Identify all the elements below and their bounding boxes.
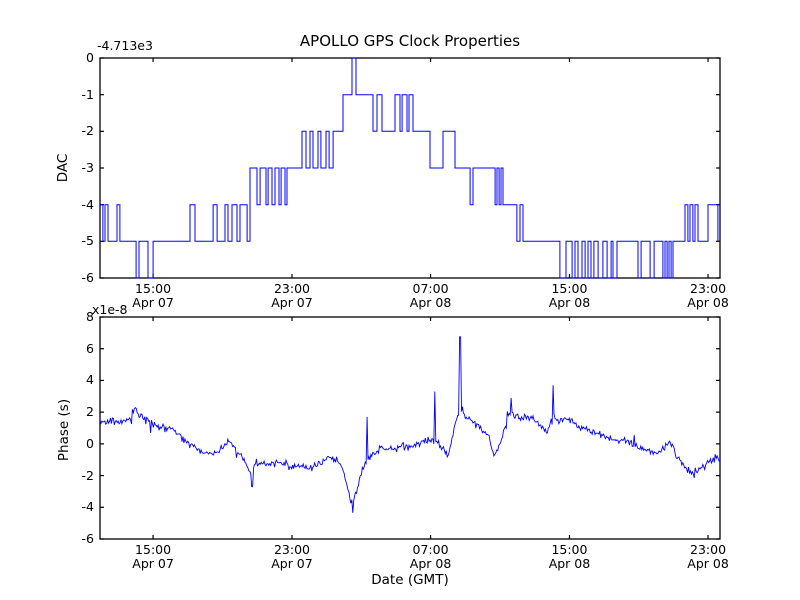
phase-y-tick-label: 0 [86,435,94,451]
x-tick-label: 15:00 Apr 08 [527,282,611,310]
phase-trace [99,336,721,513]
phase-y-tick-label: 2 [86,404,94,420]
x-tick-label: 23:00 Apr 07 [250,543,334,571]
x-axis-label: Date (GMT) [371,572,449,588]
phase-y-tick-label: 6 [86,340,94,356]
x-tick-date: Apr 08 [548,295,591,310]
phase-axes-frame [99,316,721,540]
dac-axis-offset-text: -4.713e3 [97,38,153,53]
x-tick-time: 23:00 [273,542,310,557]
x-tick-label: 15:00 Apr 07 [111,282,195,310]
x-tick-date: Apr 07 [132,556,174,571]
phase-y-tick-label: 8 [86,309,94,324]
dac-y-tick-label: 0 [86,50,94,65]
x-tick-time: 15:00 [551,542,588,557]
dac-trace [100,57,720,279]
x-tick-date: Apr 07 [271,556,313,571]
x-tick-label: 07:00 Apr 08 [389,282,473,310]
x-tick-time: 15:00 [135,281,172,296]
x-tick-date: Apr 07 [271,295,313,310]
x-tick-time: 23:00 [690,281,727,296]
tick-marks [100,57,720,279]
x-tick-time: 15:00 [551,281,588,296]
x-tick-time: 07:00 [412,542,449,557]
x-tick-date: Apr 07 [132,295,174,310]
phase-axis-offset-text: x1e-8 [92,302,128,317]
dac-y-tick-label: -6 [81,270,94,285]
phase-y-tick-label: 4 [86,372,94,388]
x-tick-time: 15:00 [135,542,172,557]
phase-y-tick-label: -4 [81,499,94,515]
x-tick-date: Apr 08 [687,556,729,571]
x-tick-label: 23:00 Apr 08 [666,282,750,310]
x-tick-label: 23:00 Apr 08 [666,543,750,571]
x-tick-date: Apr 08 [548,556,591,571]
x-tick-time: 23:00 [690,542,727,557]
x-tick-date: Apr 08 [409,556,452,571]
x-tick-label: 23:00 Apr 07 [250,282,334,310]
x-tick-label: 07:00 Apr 08 [389,543,473,571]
x-tick-date: Apr 08 [687,295,729,310]
phase-y-tick-label: -2 [81,467,94,483]
x-tick-time: 07:00 [412,281,449,296]
dac-y-tick-label: -5 [81,233,94,249]
x-tick-label: 15:00 Apr 08 [527,543,611,571]
dac-y-tick-label: -4 [81,196,94,212]
dac-axes-frame [99,57,721,279]
phase-y-tick-label: -6 [81,531,94,546]
x-tick-date: Apr 08 [409,295,452,310]
dac-y-tick-label: -3 [81,160,94,175]
x-tick-time: 23:00 [273,281,310,296]
dac-y-tick-label: -1 [81,86,94,102]
tick-marks [100,316,720,540]
figure-title: APOLLO GPS Clock Properties [299,32,521,50]
x-tick-label: 15:00 Apr 07 [111,543,195,571]
dac-y-tick-label: -2 [81,123,94,139]
